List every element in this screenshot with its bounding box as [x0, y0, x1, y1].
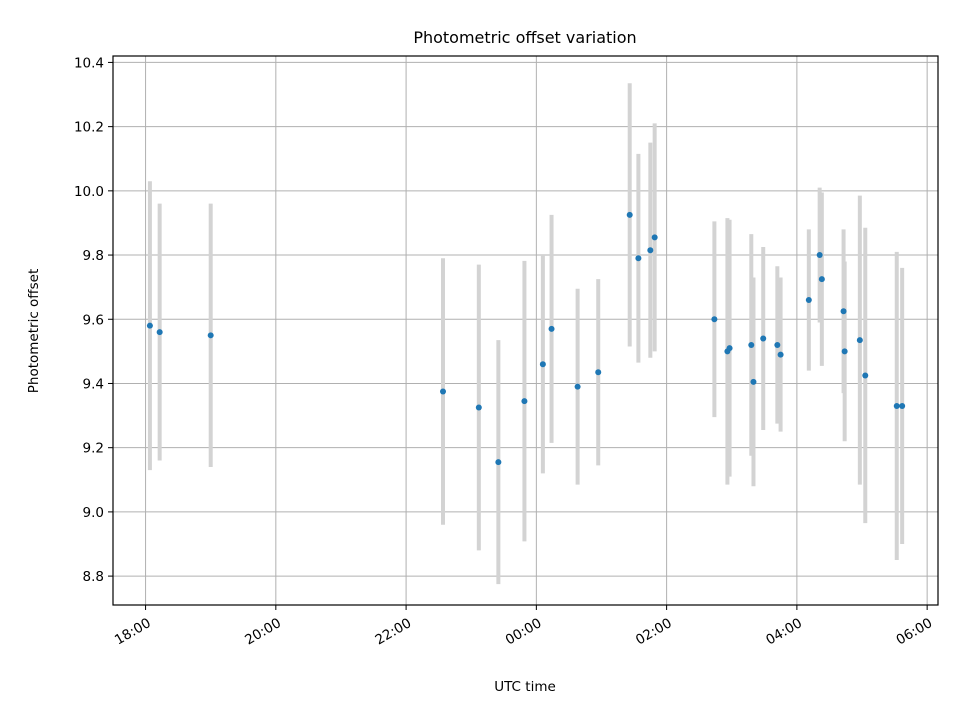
data-point	[816, 252, 823, 259]
data-point	[548, 325, 555, 332]
data-point	[539, 361, 546, 368]
data-point	[856, 337, 863, 344]
data-point	[805, 297, 812, 303]
y-tick-label: 9.2	[83, 441, 104, 457]
data-point	[440, 388, 446, 395]
data-point	[647, 247, 654, 254]
plot-frame	[112, 55, 939, 606]
data-point	[774, 341, 781, 348]
data-point	[760, 335, 767, 342]
data-point	[840, 308, 847, 315]
data-point	[651, 234, 658, 241]
data-point	[595, 369, 602, 376]
y-tick-label: 9.0	[83, 505, 104, 521]
data-point	[574, 383, 581, 390]
y-tick-label: 10.2	[74, 120, 104, 136]
data-point	[711, 316, 718, 323]
y-axis-label: Photometric offset	[26, 269, 42, 393]
y-tick-label: 9.6	[83, 312, 104, 328]
data-point	[893, 402, 900, 409]
data-points	[146, 211, 906, 466]
y-tick-label: 10.0	[74, 184, 104, 200]
data-point	[748, 341, 755, 348]
y-tick-label: 10.4	[74, 55, 104, 71]
data-point	[750, 378, 757, 385]
data-point	[521, 398, 528, 405]
data-point	[495, 459, 502, 466]
y-tick-label: 9.4	[83, 376, 104, 392]
data-point	[818, 276, 825, 283]
data-point	[207, 332, 214, 339]
data-point	[777, 351, 784, 358]
x-axis-label: UTC time	[494, 679, 556, 695]
data-point	[635, 255, 642, 262]
data-point	[899, 402, 906, 409]
y-tick-label: 9.8	[83, 248, 104, 264]
data-point	[626, 211, 633, 218]
data-point	[475, 404, 482, 411]
data-point	[156, 329, 163, 336]
data-point	[862, 372, 869, 379]
chart-title: Photometric offset variation	[413, 28, 636, 47]
data-point	[841, 348, 848, 355]
data-point	[726, 345, 733, 352]
data-point	[146, 322, 153, 329]
y-tick-label: 8.8	[83, 569, 104, 585]
y-axis-ticks: 8.8 9.0 9.2 9.4 9.6 9.8 10.0 10.2 10.4	[74, 55, 113, 585]
